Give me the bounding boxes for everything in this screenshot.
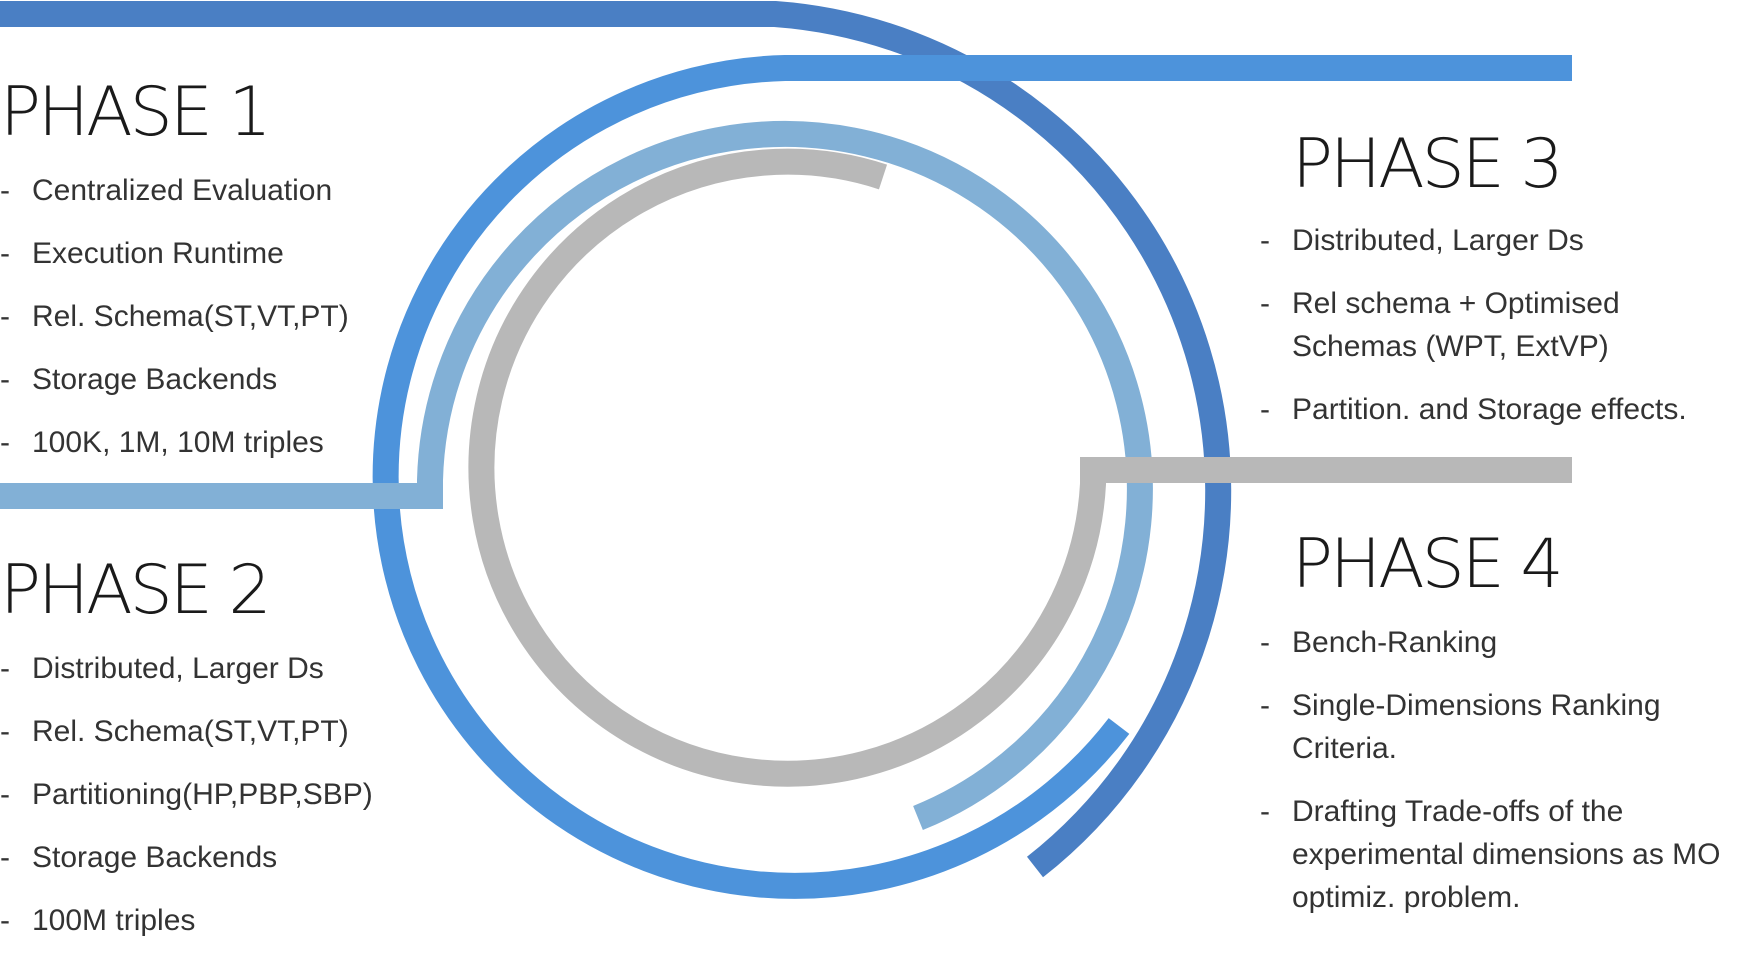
phase-2-list: - Distributed, Larger Ds - Rel. Schema(ST,… bbox=[0, 647, 373, 942]
list-item: - Storage Backends bbox=[0, 358, 349, 401]
list-item: - Execution Runtime bbox=[0, 232, 349, 275]
dash-marker: - bbox=[0, 904, 10, 937]
phase-2-title: PHASE 2 bbox=[0, 551, 272, 630]
list-item-text: Distributed, Larger Ds bbox=[32, 652, 324, 685]
phase-1-list: - Centralized Evaluation - Execution Runti… bbox=[0, 169, 349, 464]
dash-marker: - bbox=[0, 363, 10, 396]
list-item-text: Single-Dimensions Ranking Criteria. bbox=[1292, 689, 1661, 765]
dash-marker: - bbox=[0, 300, 10, 333]
phase-2-block: PHASE 2 - Distributed, Larger Ds - Rel. Sc… bbox=[0, 557, 373, 962]
list-item-text: Rel schema + Optimised Schemas (WPT, Ext… bbox=[1292, 287, 1620, 363]
phase-3-track bbox=[0, 120, 1153, 831]
list-item: - Single-Dimensions Ranking Criteria. bbox=[1260, 684, 1712, 770]
list-item: - Distributed, Larger Ds bbox=[1260, 219, 1760, 262]
dash-marker: - bbox=[0, 237, 10, 270]
dash-marker: - bbox=[1260, 224, 1270, 257]
phase-1-title: PHASE 1 bbox=[0, 73, 272, 152]
phase-3-block: PHASE 3 - Distributed, Larger Ds - Rel sch… bbox=[1260, 131, 1760, 451]
list-item-text: 100K, 1M, 10M triples bbox=[32, 426, 324, 459]
list-item-text: Distributed, Larger Ds bbox=[1292, 224, 1584, 257]
list-item: - Storage Backends bbox=[0, 836, 373, 879]
list-item-text: Centralized Evaluation bbox=[32, 174, 333, 207]
list-item-text: Partitioning(HP,PBP,SBP) bbox=[32, 778, 373, 811]
phase-2-track bbox=[372, 55, 1572, 899]
dash-marker: - bbox=[1260, 287, 1270, 320]
phase-1-block: PHASE 1 - Centralized Evaluation - Executi… bbox=[0, 79, 349, 484]
list-item-text: Rel. Schema(ST,VT,PT) bbox=[32, 300, 349, 333]
phase-4-block: PHASE 4 - Bench-Ranking - Single-Dimension… bbox=[1260, 531, 1760, 939]
dash-marker: - bbox=[1260, 689, 1270, 722]
dash-marker: - bbox=[0, 778, 10, 811]
list-item-text: 100M triples bbox=[32, 904, 196, 937]
phase-3-title: PHASE 3 bbox=[1292, 125, 1564, 204]
dash-marker: - bbox=[0, 715, 10, 748]
phase-1-track bbox=[0, 1, 1232, 878]
dash-marker: - bbox=[1260, 393, 1270, 426]
phase-4-track bbox=[468, 148, 1572, 787]
dash-marker: - bbox=[1260, 795, 1270, 828]
dash-marker: - bbox=[0, 426, 10, 459]
dash-marker: - bbox=[0, 841, 10, 874]
list-item: - Partitioning(HP,PBP,SBP) bbox=[0, 773, 373, 816]
dash-marker: - bbox=[1260, 626, 1270, 659]
list-item: - Centralized Evaluation bbox=[0, 169, 349, 212]
list-item-text: Partition. and Storage effects. bbox=[1292, 393, 1687, 426]
dash-marker: - bbox=[0, 652, 10, 685]
list-item: - Bench-Ranking bbox=[1260, 621, 1760, 664]
list-item: - Partition. and Storage effects. bbox=[1260, 388, 1760, 431]
list-item-text: Storage Backends bbox=[32, 363, 278, 396]
list-item-text: Storage Backends bbox=[32, 841, 278, 874]
list-item-text: Rel. Schema(ST,VT,PT) bbox=[32, 715, 349, 748]
list-item: - Rel. Schema(ST,VT,PT) bbox=[0, 295, 349, 338]
list-item: - Drafting Trade-offs of the experimental… bbox=[1260, 790, 1762, 919]
list-item-text: Bench-Ranking bbox=[1292, 626, 1498, 659]
list-item-text: Drafting Trade-offs of the experimental … bbox=[1292, 795, 1721, 914]
list-item: - Distributed, Larger Ds bbox=[0, 647, 373, 690]
list-item: -100K, 1M, 10M triples bbox=[0, 421, 349, 464]
phase-4-list: - Bench-Ranking - Single-Dimensions Rankin… bbox=[1260, 621, 1760, 919]
list-item: -100M triples bbox=[0, 899, 373, 942]
dash-marker: - bbox=[0, 174, 10, 207]
list-item: - Rel schema + Optimised Schemas (WPT, Ex… bbox=[1260, 282, 1692, 368]
phase-3-list: - Distributed, Larger Ds - Rel schema + Op… bbox=[1260, 219, 1760, 431]
phase-4-title: PHASE 4 bbox=[1292, 525, 1564, 604]
list-item-text: Execution Runtime bbox=[32, 237, 284, 270]
list-item: - Rel. Schema(ST,VT,PT) bbox=[0, 710, 373, 753]
